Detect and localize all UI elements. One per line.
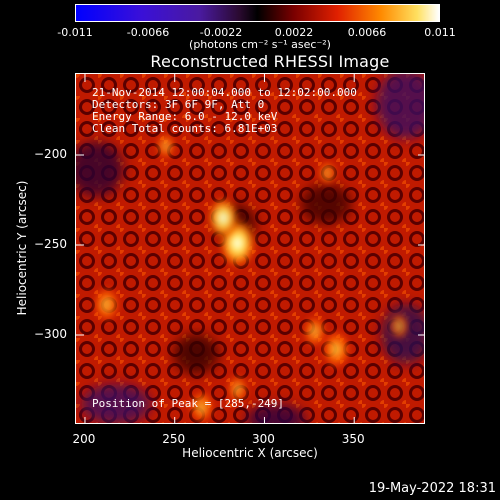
emission-source <box>301 314 328 349</box>
annotation-peak-position: Position of Peak = [285,-249] <box>92 397 285 410</box>
emission-source <box>320 329 352 370</box>
emission-source <box>154 131 177 161</box>
emission-source <box>316 159 338 187</box>
colorbar-unit-label: (photons cm⁻² s⁻¹ asec⁻²) <box>189 38 331 51</box>
background-patch <box>376 74 424 139</box>
colorbar-tick-label: -0.0066 <box>126 26 170 39</box>
annotation-detectors: Detectors: 3F 6F 9F, Att 0 <box>92 98 265 111</box>
x-tick-label: 300 <box>252 432 275 446</box>
heatmap-image <box>76 74 424 423</box>
chart-title: Reconstructed RHESSI Image <box>150 52 390 71</box>
y-tick-label: −200 <box>34 147 67 161</box>
emission-source <box>92 285 121 324</box>
plot-area <box>75 73 425 424</box>
background-patch <box>173 334 219 374</box>
annotation-energy-range: Energy Range: 6.0 - 12.0 keV <box>92 110 278 123</box>
background-patch <box>301 184 351 224</box>
annotation-clean-counts: Clean Total counts: 6.81E+03 <box>92 122 278 135</box>
emission-source <box>206 196 240 240</box>
colorbar-tick-label: 0.0066 <box>347 26 387 39</box>
colorbar-tick-label: 0.011 <box>424 26 456 39</box>
x-tick-label: 250 <box>162 432 186 446</box>
x-axis-label: Heliocentric X (arcsec) <box>182 446 318 460</box>
emission-source <box>188 389 216 423</box>
colorbar-tick-label: -0.0022 <box>199 26 243 39</box>
x-tick-label: 200 <box>72 432 96 446</box>
emission-source <box>225 373 250 405</box>
y-tick-label: −300 <box>34 327 67 341</box>
footer-timestamp: 19-May-2022 18:31 <box>368 481 496 496</box>
y-axis-label: Heliocentric Y (arcsec) <box>15 180 29 316</box>
y-tick-label: −250 <box>34 237 67 251</box>
colorbar-tick-label: 0.0022 <box>274 26 314 39</box>
axis-tick-marks <box>76 74 424 423</box>
background-patch <box>81 384 151 423</box>
colorbar <box>75 4 440 22</box>
emission-source <box>387 311 411 341</box>
background-patch <box>76 141 124 197</box>
x-tick-label: 350 <box>341 432 365 446</box>
annotation-time-range: 21-Nov-2014 12:00:04.000 to 12:02:00.000 <box>92 86 357 99</box>
colorbar-tick-label: -0.011 <box>57 26 93 39</box>
background-patch <box>246 404 306 423</box>
